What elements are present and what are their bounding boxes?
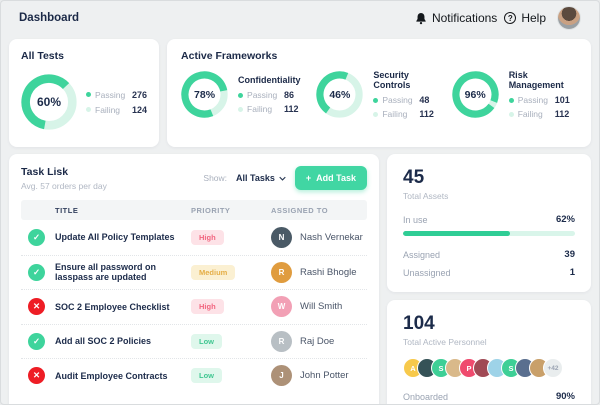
priority-badge: High [191,299,224,315]
task-filter-value: All Tasks [236,173,275,183]
add-task-label: Add Task [316,173,356,183]
in-use-bar-fill [403,231,510,236]
legend-passing: Passing 276 [86,90,147,100]
status-icon[interactable]: ✓ [28,263,45,281]
total-assets-value: 45 [403,167,425,188]
table-row[interactable]: ✓ Ensure all password on lasspass are up… [21,254,367,290]
table-header: TITLE PRIORITY ASSIGNED TO [21,200,367,220]
all-tests-donut: 60% [21,74,77,130]
passing-dot-icon [86,92,91,97]
table-row[interactable]: ✕ Audit Employee Contracts Low J John Pot… [21,358,367,393]
column-title: TITLE [55,205,79,215]
confidentiality-donut: 78% [181,71,228,118]
task-title: Update All Policy Templates [55,232,175,243]
top-bar: Dashboard Notifications ? Help [1,1,599,35]
table-row[interactable]: ✓ Add all SOC 2 Policies Low R Raj Doe [21,323,367,359]
in-use-label: In use [403,214,428,225]
framework-confidentiality: 78% Confidentiality Passing 86 Failing 112 [181,71,306,118]
show-label: Show: [203,173,228,183]
legend-failing: Failing 124 [86,105,147,115]
status-icon[interactable]: ✕ [28,367,45,385]
donut-percent: 96% [464,88,486,101]
priority-badge: Low [191,333,222,349]
failing-dot-icon [86,107,91,112]
onboarded-label: Onboarded [403,391,449,402]
task-title: Add all SOC 2 Policies [55,336,152,347]
priority-badge: Medium [191,264,236,280]
priority-badge: High [191,229,224,245]
table-row[interactable]: ✕ SOC 2 Employee Checklist High W Will Sm… [21,289,367,324]
task-list-title: Task Lisk [21,166,69,178]
notifications-button[interactable]: Notifications [415,11,497,25]
in-use-percent: 62% [555,214,575,225]
donut-percent: 60% [36,95,62,109]
status-icon[interactable]: ✕ [28,298,45,316]
total-personnel-label: Total Active Personnel [403,337,487,347]
total-assets-card: 45 Total Assets In use 62% Assigned 39 [387,154,591,292]
task-list-subtitle: Avg. 57 orders per day [21,181,107,191]
status-icon[interactable]: ✓ [28,228,45,246]
donut-percent: 46% [329,88,351,101]
unassigned-value: 1 [569,267,575,278]
assignee-avatar: R [271,261,292,283]
column-priority: PRIORITY [191,205,231,215]
in-use-bar [403,231,575,236]
assignee-name: Will Smith [300,301,343,313]
help-label: Help [521,11,546,25]
failing-dot-icon [238,106,244,112]
assignee-name: Nash Vernekar [300,231,363,243]
assignee-name: John Potter [300,370,349,382]
assigned-label: Assigned [403,249,441,260]
assignee-avatar: R [271,330,292,352]
assigned-value: 39 [564,249,575,260]
failing-dot-icon [373,111,379,117]
task-title: SOC 2 Employee Checklist [55,301,170,312]
active-frameworks-card: Active Frameworks 78% Confidentiality Pa… [167,39,591,147]
framework-security-controls: 46% Security Controls Passing 48 Failing 1… [316,70,441,119]
failing-dot-icon [508,111,514,117]
bell-icon [416,12,426,24]
passing-dot-icon [508,97,514,103]
total-assets-label: Total Assets [403,191,449,201]
donut-percent: 78% [194,88,216,101]
onboarded-value: 90% [555,391,575,402]
task-filter-dropdown[interactable]: All Tasks [236,173,286,183]
personnel-avatars: A S P S +42 [403,358,575,378]
passing-dot-icon [373,97,379,103]
notifications-label: Notifications [431,11,498,25]
task-title: Ensure all password on lasspass are upda… [55,262,157,283]
assignee-name: Rashi Bhogle [300,266,357,278]
assignee-name: Raj Doe [300,335,335,347]
status-icon[interactable]: ✓ [28,332,45,350]
active-frameworks-title: Active Frameworks [181,50,278,62]
unassigned-label: Unassigned [403,267,451,278]
all-tests-title: All Tests [21,50,64,62]
more-avatars-badge[interactable]: +42 [543,358,563,378]
assignee-avatar: W [271,296,292,318]
help-button[interactable]: ? Help [504,11,546,25]
security-controls-donut: 46% [316,71,364,118]
task-list-card: Task Lisk Avg. 57 orders per day Show: A… [9,154,379,404]
chevron-down-icon [279,176,286,181]
risk-management-donut: 96% [452,71,499,118]
passing-dot-icon [238,92,244,98]
plus-icon: + [305,173,312,183]
user-avatar[interactable] [557,6,581,30]
help-icon: ? [504,12,517,24]
total-personnel-value: 104 [403,313,435,334]
table-row[interactable]: ✓ Update All Policy Templates High N Nash… [21,220,367,255]
framework-risk-management: 96% Risk Management Passing 101 Failing 11… [452,70,577,119]
all-tests-card: All Tests 60% Passing 276 Failing 124 [9,39,160,147]
page-title: Dashboard [19,12,80,24]
task-title: Audit Employee Contracts [55,370,168,381]
priority-badge: Low [191,368,222,384]
add-task-button[interactable]: + Add Task [294,166,367,190]
total-personnel-card: 104 Total Active Personnel A S P S +42 Onboa… [387,300,591,404]
assignee-avatar: N [271,226,292,248]
column-assigned: ASSIGNED TO [271,205,329,215]
assignee-avatar: J [271,365,292,387]
